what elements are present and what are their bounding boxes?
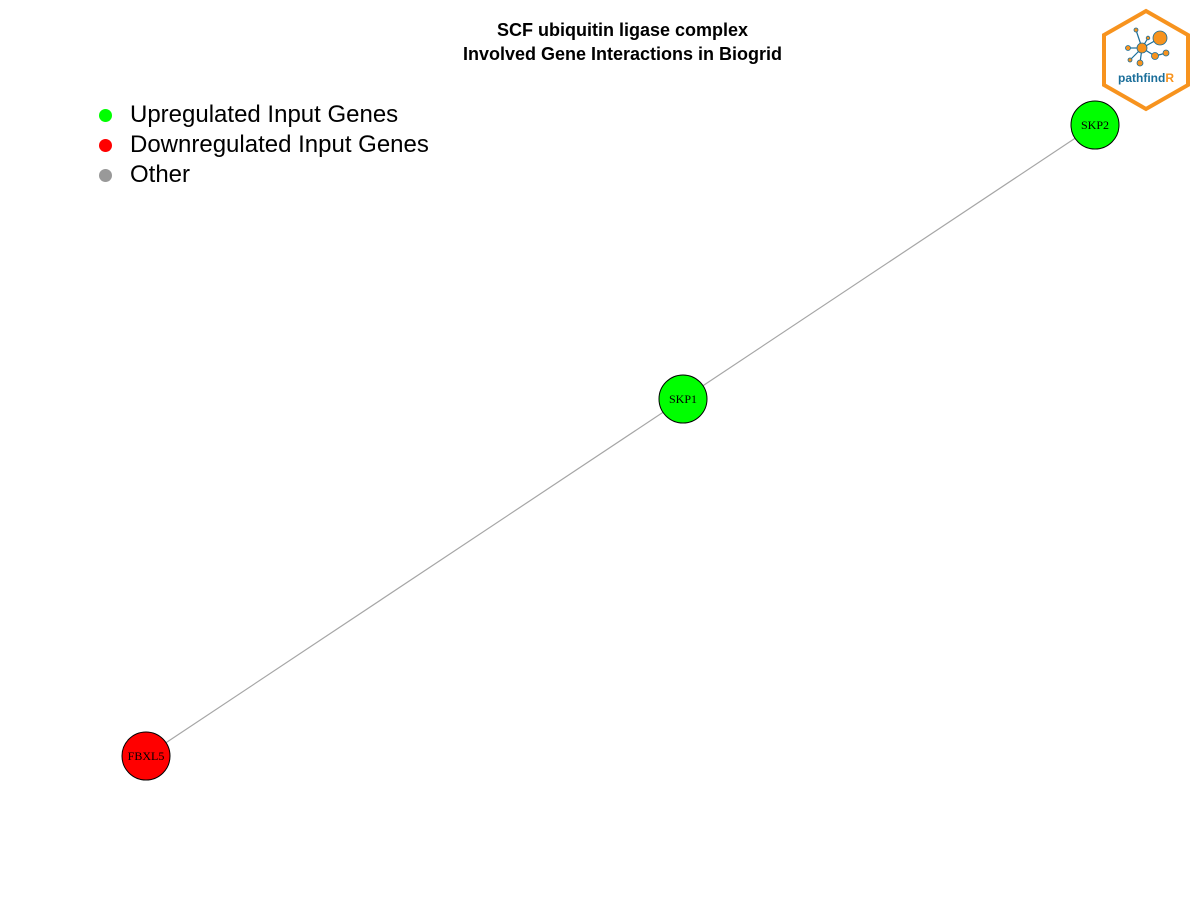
node-circle-fbxl5[interactable] (121, 731, 171, 781)
node-label-fbxl5: FBXL5 (128, 749, 165, 763)
legend-marker-downregulated (99, 138, 112, 152)
chart-title: SCF ubiquitin ligase complex Involved Ge… (0, 18, 1200, 66)
title-line-2: Involved Gene Interactions in Biogrid (462, 44, 783, 64)
legend-label-other: Other (130, 161, 191, 188)
node-circle-skp1[interactable] (658, 374, 708, 424)
nodes-layer: SKP2 SKP1 FBXL5 (121, 100, 1120, 781)
edges-layer (145, 124, 1096, 757)
network-icon-nodes (1125, 27, 1170, 67)
edge-skp1-fbxl5 (145, 398, 684, 757)
logo-text: pathfindR (1118, 71, 1174, 85)
node-circle-skp2[interactable] (1070, 100, 1120, 150)
node-fbxl5[interactable]: FBXL5 (121, 731, 171, 781)
legend-label-upregulated: Upregulated Input Genes (130, 101, 399, 128)
legend-marker-other (99, 168, 112, 182)
title-line-1: SCF ubiquitin ligase complex (496, 20, 749, 40)
legend: Upregulated Input Genes Downregulated In… (96, 100, 429, 190)
legend-item-upregulated: Upregulated Input Genes (96, 100, 429, 130)
legend-item-other: Other (96, 160, 429, 190)
node-skp1[interactable]: SKP1 (658, 374, 708, 424)
pathfindr-logo: pathfindR (1102, 8, 1190, 112)
logo-hexagon (1102, 8, 1190, 112)
node-label-skp2: SKP2 (1081, 118, 1109, 132)
node-skp2[interactable]: SKP2 (1070, 100, 1120, 150)
legend-label-downregulated: Downregulated Input Genes (130, 131, 429, 158)
legend-item-downregulated: Downregulated Input Genes (96, 130, 429, 160)
edge-skp2-skp1 (682, 124, 1096, 400)
legend-marker-upregulated (99, 108, 112, 122)
node-label-skp1: SKP1 (669, 392, 697, 406)
